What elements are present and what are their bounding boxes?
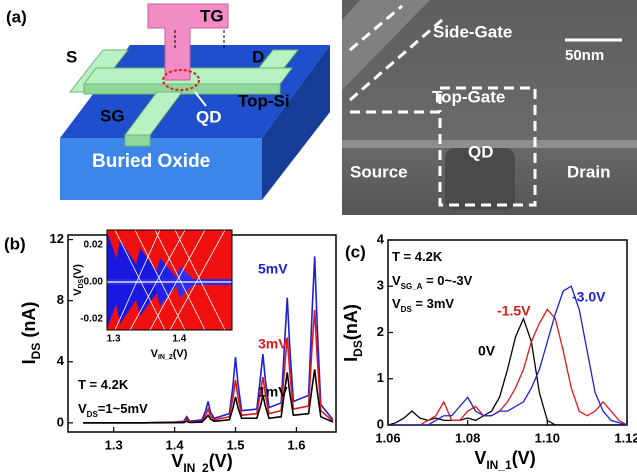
- annotation-part: V: [392, 296, 401, 311]
- y-axis-label: IDS (nA): [19, 302, 43, 365]
- label: 50nm: [565, 47, 604, 64]
- y-axis-label: IDS(nA): [341, 304, 365, 362]
- figure: (a) TG S D Top-Si SG QD Buried Oxide Sid…: [0, 0, 637, 473]
- annotation-part: DS: [87, 410, 99, 419]
- series-label: -1.5V: [497, 303, 531, 319]
- annotation: VDS=1~5mV: [78, 401, 148, 418]
- label: QD: [468, 142, 494, 161]
- x-axis-label-part: V: [474, 448, 486, 468]
- x-tick-label: 1.6: [287, 437, 305, 452]
- annotation: VSG_A = 0~-3V: [392, 273, 473, 290]
- y-axis-label-part: DS: [351, 340, 365, 357]
- panel-label: (c): [345, 242, 366, 261]
- x-tick-label: 1.10: [535, 430, 560, 445]
- y-tick-label: 0: [57, 414, 64, 429]
- x-axis-label-part: (V): [209, 451, 233, 471]
- side-gate-front: [125, 135, 150, 146]
- series-label: 3mV: [258, 336, 288, 352]
- y-axis-label-part: (nA): [19, 302, 39, 343]
- plot-frame: [388, 240, 627, 425]
- x-axis-label: VIN_1(V): [474, 448, 535, 472]
- y-axis-label-part: DS: [29, 343, 43, 360]
- y-tick-label: 8: [57, 292, 64, 307]
- x-axis-label-part: (V): [173, 348, 188, 360]
- series-label: 0V: [478, 343, 496, 359]
- label: S: [66, 47, 77, 66]
- y-tick-label: 2: [377, 324, 384, 339]
- y-axis-label: VDS(V): [72, 264, 85, 296]
- label: TG: [200, 6, 224, 25]
- x-axis-label: VIN_2(V): [171, 451, 232, 473]
- sem-image: Side-Gate 50nm Top-Gate QD Source Drain: [342, 0, 637, 215]
- x-axis-label-part: IN_2: [158, 354, 173, 361]
- y-axis-label-part: DS: [78, 278, 85, 288]
- x-axis-label-part: (V): [512, 448, 536, 468]
- x-axis-label: VIN_2(V): [151, 348, 188, 361]
- x-axis-label-part: IN_2: [183, 461, 209, 473]
- page: (a) TG S D Top-Si SG QD Buried Oxide Sid…: [0, 0, 637, 473]
- y-tick-label: 12: [50, 231, 64, 246]
- y-tick-label: 1: [377, 370, 384, 385]
- x-tick-label: 1.4: [172, 334, 186, 345]
- series-label: 1mV: [258, 384, 288, 400]
- x-tick-label: 1.3: [107, 334, 121, 345]
- series-label: -3.0V: [572, 289, 606, 305]
- x-tick-label: 1.06: [375, 430, 400, 445]
- y-tick-label: 0.02: [84, 239, 104, 250]
- x-tick-label: 1.3: [105, 437, 123, 452]
- annotation-part: T = 4.2K: [392, 249, 443, 264]
- label: Top-Si: [238, 91, 290, 110]
- label: SG: [100, 106, 125, 125]
- annotation-part: = 3mV: [412, 296, 455, 311]
- label: Source: [350, 162, 408, 181]
- y-tick-label: 4: [57, 353, 65, 368]
- annotation-part: = 0~-3V: [422, 273, 472, 288]
- x-tick-label: 1.08: [455, 430, 480, 445]
- annotation: VDS = 3mV: [392, 296, 454, 313]
- annotation: T = 4.2K: [78, 377, 129, 392]
- y-tick-label: -0.02: [80, 314, 103, 325]
- label: Top-Gate: [432, 87, 505, 106]
- schematic: (a) TG S D Top-Si SG QD Buried Oxide: [6, 4, 330, 200]
- annotation-part: DS: [401, 305, 413, 314]
- annotation: T = 4.2K: [392, 249, 443, 264]
- annotation-part: T = 4.2K: [78, 377, 129, 392]
- annotation-part: =1~5mV: [98, 401, 148, 416]
- label: QD: [196, 107, 222, 126]
- label: Drain: [567, 162, 610, 181]
- y-axis-label-part: (V): [72, 264, 84, 279]
- annotation-part: V: [392, 273, 401, 288]
- annotation-part: V: [78, 401, 87, 416]
- x-axis-label-part: V: [171, 451, 183, 471]
- y-tick-label: 3: [377, 278, 384, 293]
- inset-map: [107, 230, 232, 330]
- x-tick-label: 1.12: [614, 430, 637, 445]
- label: Side-Gate: [433, 22, 512, 41]
- label: Buried Oxide: [92, 151, 210, 172]
- panel-label: (b): [4, 234, 26, 253]
- y-tick-label: 0: [377, 416, 384, 431]
- y-tick-label: 0.00: [84, 276, 104, 287]
- x-axis-label-part: IN_1: [486, 458, 512, 472]
- y-axis-label-part: (nA): [341, 304, 361, 340]
- y-tick-label: 4: [377, 231, 385, 246]
- series-label: 5mV: [258, 261, 288, 277]
- label: D: [252, 47, 264, 66]
- panel-label: (a): [6, 7, 27, 26]
- annotation-part: SG_A: [401, 282, 423, 291]
